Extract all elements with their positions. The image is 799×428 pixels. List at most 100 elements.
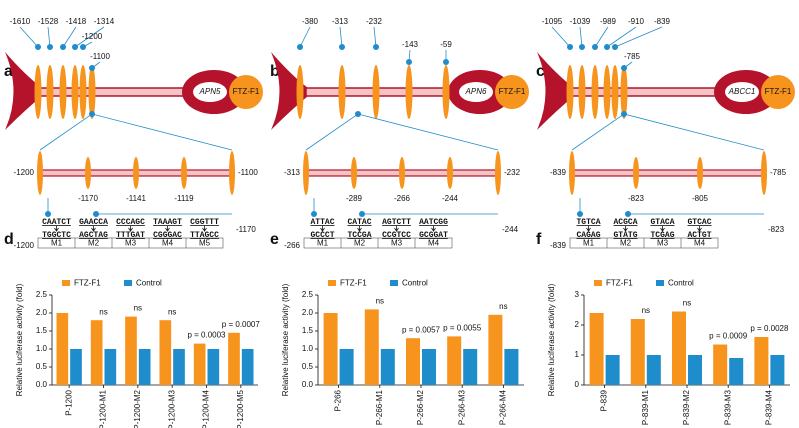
motif-end: -1170 [236, 225, 256, 234]
x-tick-label: P-266-M2 [416, 389, 425, 425]
fin [351, 157, 357, 189]
fin [71, 65, 79, 119]
factor-name: FTZ-F1 [233, 87, 260, 96]
motif-name: M1 [317, 239, 329, 248]
legend-label: FTZ-F1 [606, 279, 633, 288]
bar [463, 349, 478, 385]
fin [620, 65, 628, 119]
y-axis-label: Relative luciferase activity (fold) [547, 283, 556, 396]
bar [104, 349, 117, 385]
pin-line [299, 26, 311, 48]
fin [399, 157, 405, 189]
bar [754, 337, 769, 385]
motif-bottom: TGGCTC [42, 231, 71, 240]
zoom-site: -1141 [126, 194, 146, 203]
pin-line [594, 26, 609, 48]
gene-oval [725, 82, 759, 102]
legend-label: Control [136, 279, 162, 288]
motif-top: CATAC [347, 218, 371, 227]
motif-arrow [586, 226, 591, 232]
motif-bottom: GCCCT [310, 231, 334, 240]
x-tick-label: P-839-M4 [765, 389, 774, 425]
zoom-start: -1200 [14, 168, 35, 177]
legend-label: Control [402, 279, 428, 288]
fin [59, 65, 67, 119]
motif-name: M2 [88, 239, 100, 248]
y-tick-label: 0.0 [36, 380, 48, 389]
zoom-site: -805 [692, 194, 709, 203]
y-tick-label: 1 [575, 350, 580, 359]
fin [566, 65, 574, 119]
motif-bottom: TTTGAT [116, 231, 145, 240]
legend-swatch [124, 280, 132, 286]
pin-line [74, 26, 105, 48]
significance: p = 0.0028 [750, 324, 789, 333]
panel-letter: d [4, 231, 14, 248]
motif-name: M4 [694, 239, 706, 248]
x-tick-label: P-266 [334, 389, 343, 411]
x-tick-label: P-1200-M1 [99, 389, 108, 428]
fin [34, 65, 42, 119]
fin [338, 65, 346, 119]
site-label: -59 [440, 40, 452, 49]
significance: p = 0.0055 [443, 324, 482, 333]
site-label: -380 [302, 17, 319, 26]
motif-arrow [165, 226, 170, 232]
fin [578, 65, 586, 119]
motif-name: M5 [199, 239, 211, 248]
pin-line [373, 26, 377, 48]
site-label: -1100 [90, 52, 110, 61]
x-tick-label: P-839-M3 [723, 389, 732, 425]
fin [611, 65, 619, 119]
significance: p = 0.0007 [222, 320, 261, 329]
x-tick-label: P-1200-M2 [133, 389, 142, 428]
motif-top: CAATCT [42, 218, 71, 227]
motif-top: ATTAC [310, 218, 334, 227]
pin [612, 44, 618, 50]
legend-swatch [656, 280, 664, 286]
pin-line [606, 26, 637, 48]
fin [85, 157, 91, 189]
site-label: -232 [366, 17, 383, 26]
fin [37, 151, 43, 195]
fin [603, 65, 611, 119]
bar [159, 320, 172, 385]
motif-start: -266 [284, 241, 301, 250]
pin-line [579, 26, 583, 48]
site-label: -1528 [38, 17, 59, 26]
motif-bottom: GTATG [613, 231, 637, 240]
gene-name: ABCC1 [728, 87, 756, 96]
motif-top: GAACCA [79, 218, 108, 227]
legend-swatch [594, 280, 602, 286]
site-label: -143 [402, 40, 419, 49]
significance: ns [683, 299, 691, 308]
pin [604, 44, 610, 50]
fin [88, 65, 96, 119]
legend-label: Control [668, 279, 694, 288]
bar [589, 313, 604, 385]
motif-name: M4 [428, 239, 440, 248]
bar [339, 349, 354, 385]
fin [405, 65, 413, 119]
pin [592, 44, 598, 50]
bar [173, 349, 185, 385]
fin [46, 65, 54, 119]
zoom-site: -244 [442, 194, 459, 203]
fin [633, 157, 639, 189]
site-label: -1039 [570, 17, 591, 26]
x-tick-label: P-266-M3 [457, 389, 466, 425]
fin [181, 157, 187, 189]
bar [605, 355, 620, 385]
y-tick-label: 1.5 [302, 326, 314, 335]
motif-bottom: TTAGCC [190, 231, 219, 240]
bar [671, 311, 686, 385]
zoom-end: -785 [770, 168, 787, 177]
motif-top: CCCAGC [116, 218, 145, 227]
pin [297, 44, 303, 50]
site-label: -313 [332, 17, 349, 26]
fin [133, 157, 139, 189]
factor-circle [761, 75, 795, 109]
motif-end: -244 [502, 225, 519, 234]
fin [495, 151, 501, 195]
bar [364, 309, 379, 385]
